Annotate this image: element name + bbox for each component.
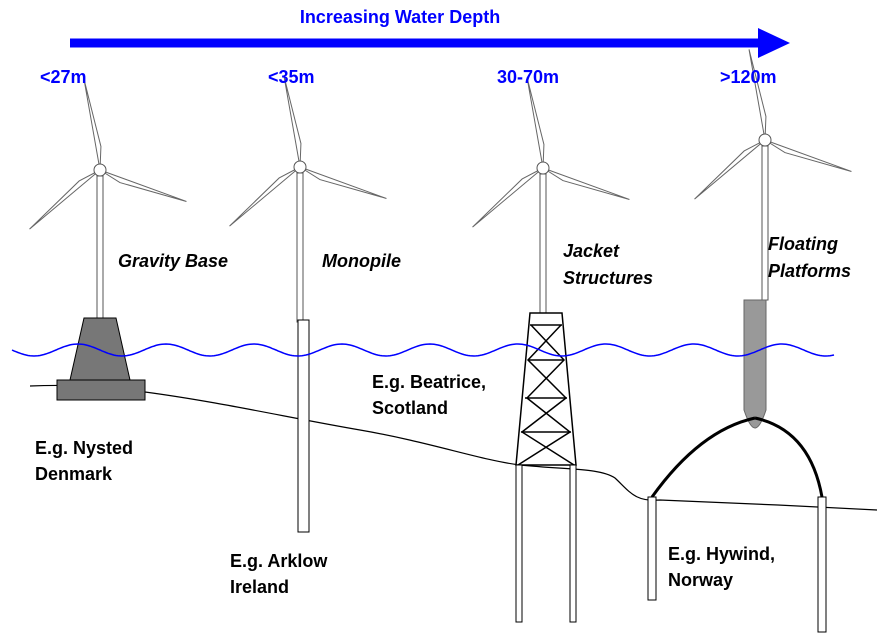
monopile xyxy=(297,319,310,533)
blade xyxy=(748,49,767,141)
water-surface xyxy=(11,343,835,357)
example: E.g. Beatrice, xyxy=(372,372,486,392)
blade xyxy=(99,169,187,202)
tower xyxy=(539,173,547,316)
anchor-pile xyxy=(647,496,657,601)
jacket-leg xyxy=(515,464,523,623)
blade xyxy=(229,166,301,227)
blade xyxy=(764,139,852,172)
tower xyxy=(96,175,104,321)
hub xyxy=(536,161,550,175)
gravity-base xyxy=(69,317,131,381)
example: E.g. Hywind, xyxy=(668,544,775,564)
foundation-name: Platforms xyxy=(768,261,851,281)
arrow-label: Increasing Water Depth xyxy=(300,7,500,27)
example: E.g. Nysted xyxy=(35,438,133,458)
hub xyxy=(93,163,107,177)
tower xyxy=(296,172,304,323)
blade xyxy=(283,76,302,168)
blade xyxy=(472,167,544,228)
spar-buoy xyxy=(743,299,767,429)
gravity-base-plinth xyxy=(56,379,146,401)
hub xyxy=(293,160,307,174)
depth-label: <35m xyxy=(268,67,315,87)
blade xyxy=(694,139,766,200)
depth-label: >120m xyxy=(720,67,777,87)
example: E.g. Arklow xyxy=(230,551,328,571)
depth-label: <27m xyxy=(40,67,87,87)
blade xyxy=(83,79,102,171)
foundation-name: Monopile xyxy=(322,251,401,271)
jacket-leg xyxy=(569,464,577,623)
hub xyxy=(758,133,772,147)
blade xyxy=(542,167,630,200)
jacket xyxy=(515,312,577,466)
arrow-head xyxy=(758,28,790,58)
example: Norway xyxy=(668,570,733,590)
blade xyxy=(526,77,545,169)
example: Denmark xyxy=(35,464,113,484)
depth-label: 30-70m xyxy=(497,67,559,87)
foundation-name: Floating xyxy=(768,234,838,254)
example: Ireland xyxy=(230,577,289,597)
mooring-line xyxy=(650,416,756,498)
foundation-name: Structures xyxy=(563,268,653,288)
foundation-name: Jacket xyxy=(563,241,620,261)
blade xyxy=(299,166,387,199)
mooring-line xyxy=(754,416,824,498)
foundation-name: Gravity Base xyxy=(118,251,228,271)
blade xyxy=(29,169,101,230)
example: Scotland xyxy=(372,398,448,418)
anchor-pile xyxy=(817,496,827,633)
